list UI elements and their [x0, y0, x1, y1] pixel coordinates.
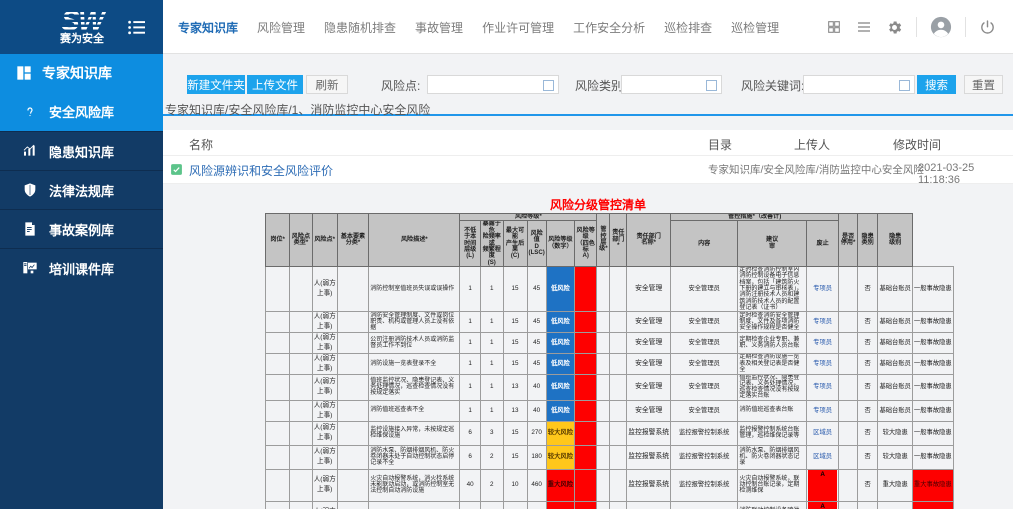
- svg-text:赛为安全: 赛为安全: [59, 31, 105, 45]
